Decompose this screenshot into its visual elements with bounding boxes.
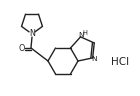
- Text: N: N: [29, 29, 35, 38]
- Text: N: N: [91, 56, 96, 62]
- Text: H: H: [82, 30, 87, 36]
- Text: HCl: HCl: [111, 57, 129, 67]
- Text: O: O: [19, 44, 25, 53]
- Text: N: N: [78, 32, 83, 38]
